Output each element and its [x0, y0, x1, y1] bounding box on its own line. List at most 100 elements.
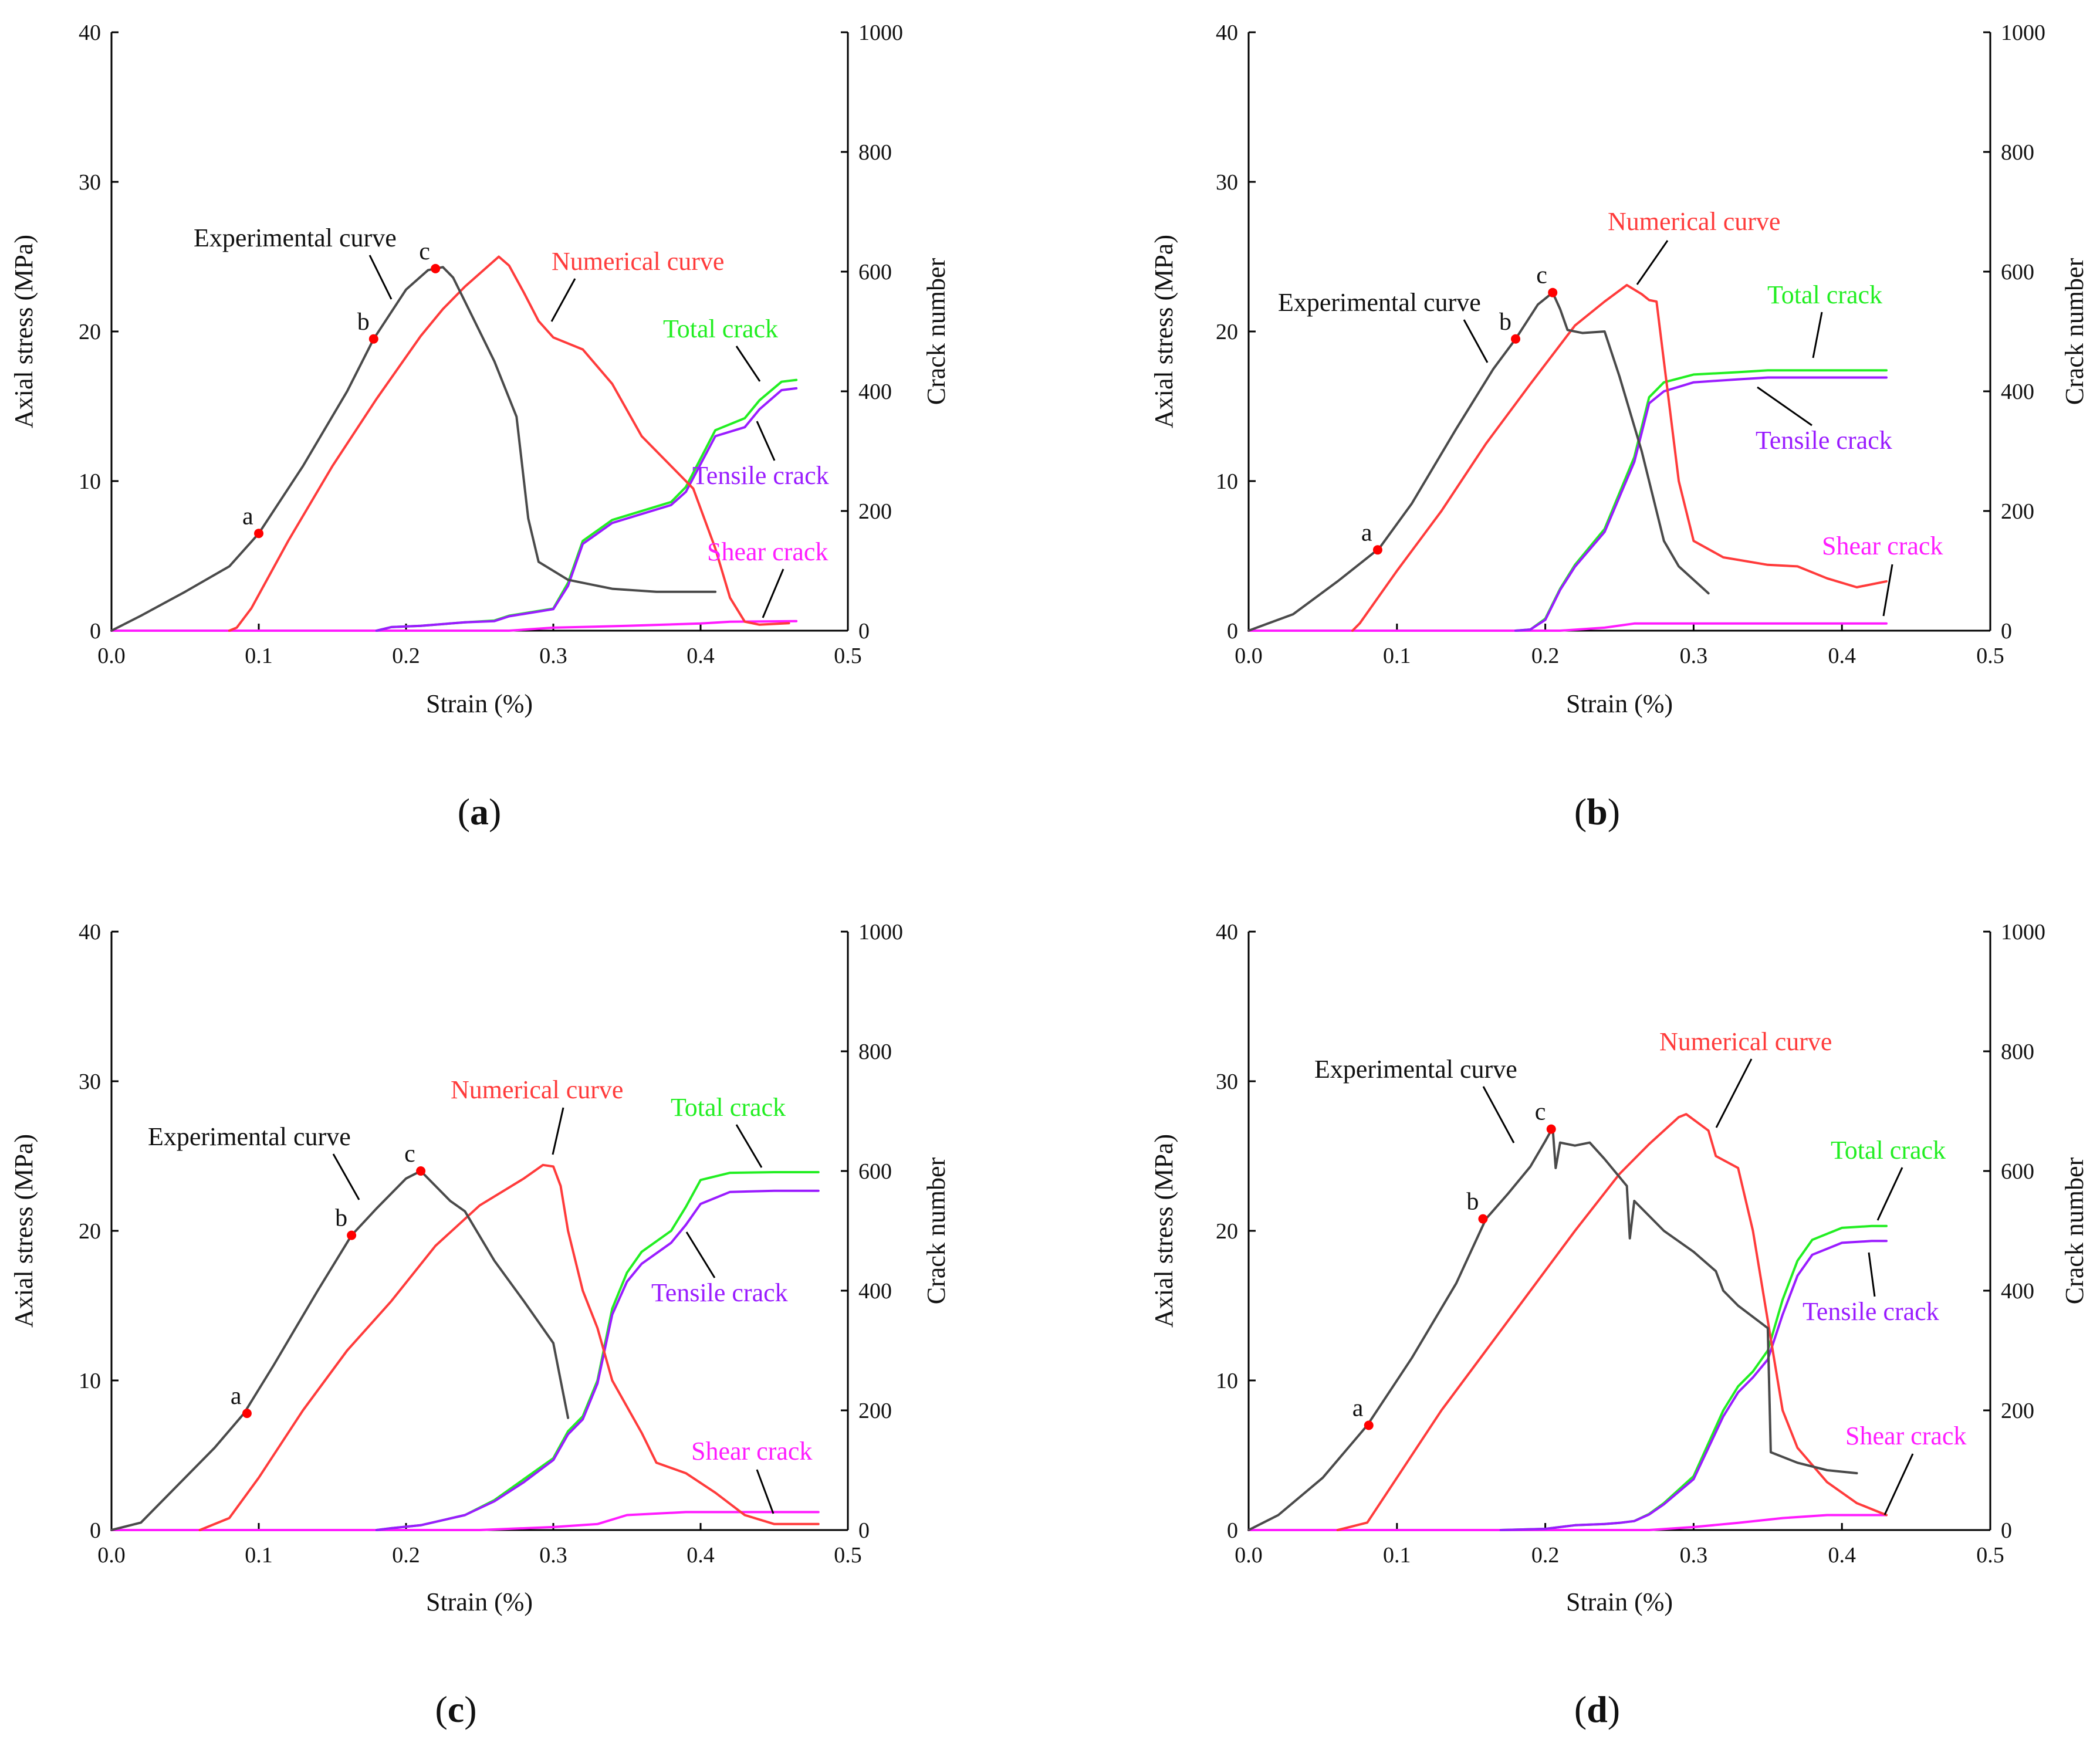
x-axis-label: Strain (%)	[1566, 1588, 1673, 1616]
y-tick-label: 10	[79, 1369, 101, 1393]
x-tick-label: 0.2	[1531, 1543, 1560, 1568]
y2-tick-label: 400	[2001, 1279, 2034, 1304]
y-axis-label: Axial stress (MPa)	[9, 235, 38, 428]
y-tick-label: 10	[1216, 1369, 1238, 1393]
y2-tick-label: 1000	[858, 920, 903, 945]
y-tick-label: 30	[79, 1070, 101, 1094]
point-c	[416, 1166, 426, 1176]
x-tick-label: 0.3	[1680, 1543, 1708, 1568]
point-a	[254, 529, 263, 539]
y2-axis-label: Crack number	[2060, 258, 2089, 405]
shear-crack-curve	[110, 620, 798, 632]
y-tick-label: 10	[79, 469, 101, 494]
x-axis-ticks: 0.0 0.1 0.2 0.3 0.4 0.5	[1235, 624, 2004, 668]
label-tensile-crack: Tensile crack	[1803, 1297, 1939, 1326]
markers: a b c	[231, 1140, 426, 1419]
point-b	[1478, 1214, 1488, 1224]
y-tick-label: 0	[1227, 1518, 1238, 1543]
arrow-experimental	[332, 1153, 360, 1200]
tensile-crack-curve	[1514, 376, 1888, 632]
annotations: Experimental curve Numerical curve Total…	[148, 1075, 812, 1514]
y2-tick-label: 0	[858, 1518, 870, 1543]
experimental-curve	[110, 266, 717, 632]
y-tick-label: 30	[79, 170, 101, 195]
x-tick-label: 0.2	[392, 1543, 420, 1568]
arrow-shear-crack	[756, 1469, 775, 1514]
total-crack-curve	[1514, 369, 1888, 632]
tensile-crack-curve	[375, 1189, 820, 1531]
label-shear-crack: Shear crack	[1845, 1422, 1966, 1450]
y-tick-label: 40	[79, 920, 101, 945]
y-tick-label: 30	[1216, 170, 1238, 195]
y2-axis-label: Crack number	[922, 1157, 951, 1304]
arrow-experimental	[1482, 1086, 1515, 1143]
arrow-tensile-crack	[1868, 1252, 1876, 1297]
point-b	[347, 1230, 357, 1240]
curves	[1247, 1113, 1888, 1531]
label-shear-crack: Shear crack	[691, 1437, 812, 1466]
y-tick-label: 30	[1216, 1070, 1238, 1094]
x-tick-label: 0.3	[539, 1543, 567, 1568]
panel-a: 0.0 0.1 0.2 0.3 0.4 0.5 0 10 20 30 40 0 200 400 600 8…	[9, 21, 951, 832]
label-shear-crack: Shear crack	[707, 537, 828, 566]
label-experimental: Experimental curve	[194, 224, 397, 252]
y-tick-label: 10	[1216, 469, 1238, 494]
numerical-curve	[198, 1163, 820, 1531]
point-label-b: b	[335, 1205, 347, 1232]
label-total-crack: Total crack	[1767, 280, 1882, 309]
point-label-c: c	[1535, 1099, 1546, 1126]
label-numerical: Numerical curve	[552, 247, 724, 276]
x-axis-ticks: 0.0 0.1 0.2 0.3 0.4 0.5	[1235, 1523, 2004, 1568]
arrow-tensile-crack	[685, 1231, 716, 1278]
label-shear-crack: Shear crack	[1822, 532, 1943, 560]
x-tick-label: 0.3	[539, 644, 567, 668]
x-tick-label: 0.5	[1976, 1543, 2004, 1568]
annotations: Experimental curve Numerical curve Total…	[1278, 207, 1943, 617]
markers: a b c	[242, 238, 441, 539]
y2-axis-ticks: 0 200 400 600 800 1000	[1983, 920, 2045, 1543]
x-tick-label: 0.1	[245, 644, 273, 668]
arrow-experimental	[368, 255, 393, 300]
y2-tick-label: 1000	[858, 21, 903, 45]
y-tick-label: 40	[79, 21, 101, 45]
y-tick-label: 20	[1216, 1219, 1238, 1244]
point-label-b: b	[1466, 1189, 1479, 1216]
shear-crack-curve	[1247, 1514, 1888, 1531]
point-label-a: a	[1352, 1395, 1364, 1422]
panel-caption: (b)	[1574, 791, 1620, 832]
arrow-total-crack	[1876, 1167, 1903, 1221]
y2-tick-label: 800	[2001, 140, 2034, 165]
numerical-curve	[1351, 283, 1888, 632]
y2-tick-label: 1000	[2001, 21, 2045, 45]
experimental-curve	[110, 1170, 570, 1531]
numerical-curve	[1336, 1113, 1888, 1531]
panel-c: 0.0 0.1 0.2 0.3 0.4 0.5 0 10 20 30 40 0 200 400 600 8…	[9, 920, 951, 1730]
y2-tick-label: 1000	[2001, 920, 2045, 945]
panel-caption: (a)	[458, 791, 502, 832]
point-b	[1511, 334, 1521, 344]
x-tick-label: 0.2	[1531, 644, 1560, 668]
markers: a b c	[1352, 1099, 1556, 1430]
y2-tick-label: 600	[2001, 1159, 2034, 1184]
y-tick-label: 0	[1227, 619, 1238, 644]
x-tick-label: 0.2	[392, 644, 420, 668]
x-tick-label: 0.4	[1828, 1543, 1856, 1568]
x-tick-label: 0.4	[687, 644, 715, 668]
arrow-tensile-crack	[1757, 386, 1812, 427]
y-tick-label: 20	[79, 320, 101, 344]
point-c	[1546, 1124, 1556, 1134]
experimental-curve	[1247, 291, 1710, 632]
x-tick-label: 0.0	[1235, 644, 1263, 668]
label-total-crack: Total crack	[663, 314, 778, 343]
label-tensile-crack: Tensile crack	[692, 461, 829, 490]
point-label-a: a	[1361, 519, 1372, 546]
curves	[1247, 283, 1888, 632]
point-label-c: c	[1536, 262, 1547, 289]
label-total-crack: Total crack	[671, 1093, 786, 1122]
point-c	[431, 263, 441, 273]
arrow-tensile-crack	[756, 421, 776, 461]
point-label-a: a	[231, 1383, 242, 1410]
label-numerical: Numerical curve	[1608, 207, 1780, 236]
y2-tick-label: 200	[2001, 1399, 2034, 1423]
point-c	[1548, 287, 1558, 297]
